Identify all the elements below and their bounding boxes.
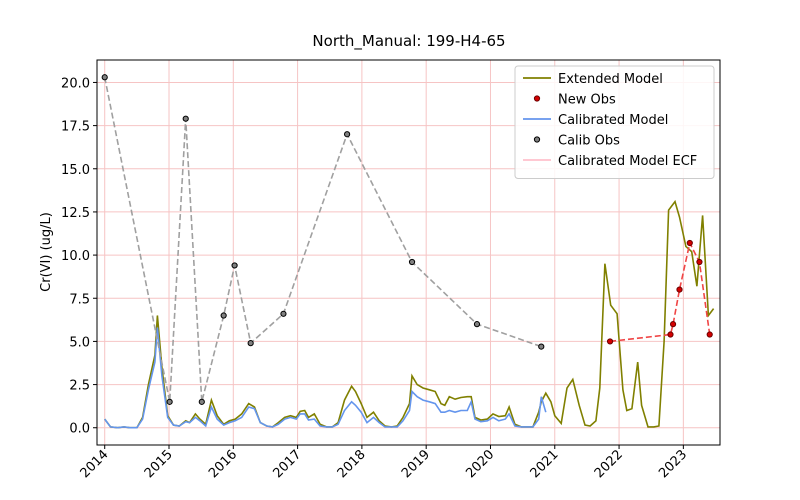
- x-tick-label: 2019: [399, 447, 433, 481]
- obs-link: [103, 77, 542, 402]
- x-tick-label: 2017: [270, 447, 304, 481]
- plot-area: [101, 74, 715, 429]
- legend-label: Calib Obs: [558, 134, 620, 149]
- obs-point: [247, 340, 254, 347]
- obs-point: [101, 74, 108, 81]
- obs-point: [696, 258, 703, 266]
- x-tick-label: 2020: [463, 447, 497, 481]
- obs-point: [408, 258, 416, 266]
- y-tick-label: 20.0: [61, 76, 90, 91]
- obs-point: [280, 310, 287, 317]
- legend-swatch: [533, 95, 541, 102]
- x-tick-label: 2023: [656, 447, 690, 481]
- chart-title: North_Manual: 199-H4-65: [312, 32, 505, 51]
- obs-point: [473, 321, 481, 328]
- y-tick-label: 0.0: [69, 422, 90, 437]
- x-tick-label: 2015: [142, 447, 176, 481]
- obs-point: [606, 338, 614, 345]
- legend-label: Extended Model: [558, 72, 663, 87]
- x-tick-label: 2021: [528, 447, 562, 481]
- y-axis-label: Cr(VI) (ug/L): [39, 212, 54, 292]
- x-tick-label: 2014: [78, 447, 112, 481]
- y-tick-label: 10.0: [61, 249, 90, 264]
- axes-frame: [96, 59, 721, 446]
- legend-label: Calibrated Model ECF: [558, 154, 697, 169]
- obs-point: [182, 115, 189, 122]
- y-tick-label: 7.5: [69, 292, 90, 307]
- x-tick-label: 2018: [335, 447, 369, 481]
- legend-swatch: [533, 136, 541, 143]
- y-tick-label: 15.0: [61, 163, 90, 178]
- y-tick-label: 2.5: [69, 379, 90, 394]
- legend-box: [514, 65, 715, 179]
- y-tick-label: 17.5: [61, 120, 90, 135]
- x-tick-label: 2016: [206, 447, 240, 481]
- series-line: [104, 327, 547, 429]
- obs-point: [669, 321, 677, 328]
- obs-point: [676, 286, 683, 293]
- legend-label: New Obs: [558, 93, 616, 108]
- obs-point: [667, 331, 674, 338]
- x-tick-label: 2022: [592, 447, 626, 481]
- obs-point: [220, 312, 227, 319]
- obs-point: [198, 398, 205, 405]
- obs-point: [166, 398, 173, 405]
- series-line: [104, 199, 715, 429]
- legend-label: Calibrated Model: [558, 113, 668, 128]
- obs-point: [686, 239, 693, 247]
- obs-point: [538, 343, 545, 350]
- obs-point: [344, 131, 351, 138]
- y-tick-label: 12.5: [61, 206, 90, 221]
- obs-point: [231, 262, 238, 269]
- y-tick-label: 5.0: [69, 335, 90, 350]
- obs-link: [610, 240, 711, 343]
- obs-point: [706, 331, 713, 338]
